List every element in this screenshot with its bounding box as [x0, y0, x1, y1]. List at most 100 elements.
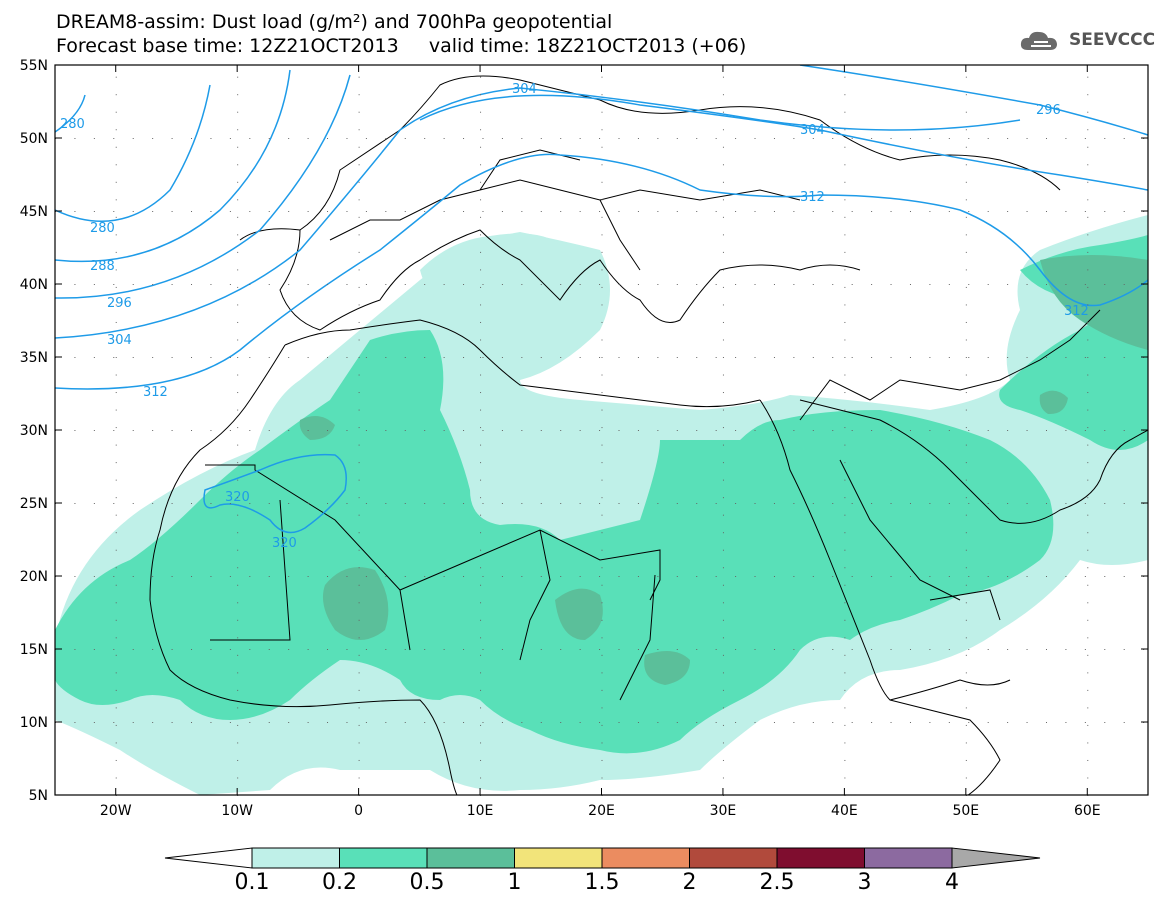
graticule-dot	[268, 284, 270, 285]
graticule-dot	[722, 76, 724, 78]
graticule-dot	[722, 392, 724, 394]
graticule-dot	[793, 284, 795, 285]
graticule-dot	[346, 722, 348, 723]
graticule-dot	[793, 430, 795, 431]
graticule-dot	[404, 357, 406, 358]
graticule-dot	[601, 216, 603, 218]
graticule-dot	[346, 357, 348, 358]
graticule-dot	[754, 357, 756, 358]
graticule-dot	[1087, 76, 1089, 78]
graticule-dot	[171, 649, 173, 650]
contour-304	[55, 87, 1021, 339]
graticule-dot	[844, 584, 846, 586]
graticule-dot	[501, 430, 503, 431]
graticule-dot	[404, 430, 406, 431]
graticule-dot	[521, 576, 523, 577]
graticule-dot	[501, 503, 503, 504]
graticule-dot	[115, 707, 117, 709]
graticule-dot	[735, 357, 737, 358]
graticule-dot	[601, 584, 603, 586]
graticule-dot	[191, 284, 193, 285]
graticule-dot	[115, 234, 117, 236]
graticule-dot	[1087, 374, 1089, 376]
graticule-dot	[579, 576, 581, 577]
graticule-dot	[237, 392, 239, 394]
graticule-dot	[987, 430, 989, 431]
graticule-dot	[115, 357, 117, 358]
graticule-dot	[237, 427, 239, 429]
graticule-dot	[929, 576, 931, 577]
graticule-dot	[540, 503, 542, 504]
graticule-dot	[1045, 138, 1047, 139]
graticule-dot	[307, 503, 309, 504]
graticule-dot	[443, 284, 445, 285]
graticule-dot	[560, 503, 562, 504]
graticule-dot	[115, 409, 117, 411]
graticule-dot	[965, 94, 967, 96]
graticule-dot	[1045, 357, 1047, 358]
graticule-dot	[249, 357, 251, 358]
graticule-dot	[152, 576, 154, 577]
graticule-dot	[1084, 576, 1086, 577]
contour-304-europe	[419, 94, 1148, 191]
graticule-dot	[968, 430, 970, 431]
graticule-dot	[480, 444, 482, 446]
graticule-dot	[93, 503, 95, 504]
graticule-dot	[113, 503, 115, 504]
graticule-dot	[929, 503, 931, 504]
graticule-dot	[871, 576, 873, 577]
graticule-dot	[722, 777, 724, 779]
graticule-dot	[851, 357, 853, 358]
graticule-dot	[722, 567, 724, 569]
graticule-dot	[1104, 503, 1106, 504]
graticule-dot	[579, 649, 581, 650]
graticule-dot	[480, 462, 482, 464]
graticule-dot	[1026, 503, 1028, 504]
graticule-dot	[501, 649, 503, 650]
graticule-dot	[1087, 269, 1089, 271]
graticule-dot	[480, 286, 482, 288]
graticule-dot	[1065, 211, 1067, 212]
graticule-dot	[1065, 649, 1067, 650]
graticule-dot	[890, 430, 892, 431]
graticule-dot	[237, 602, 239, 604]
graticule-dot	[657, 649, 659, 650]
graticule-dot	[657, 211, 659, 212]
graticule-dot	[237, 321, 239, 323]
graticule-dot	[560, 138, 562, 139]
graticule-dot	[1104, 576, 1106, 577]
contour-label: 304	[512, 82, 537, 97]
graticule-dot	[480, 409, 482, 411]
graticule-dot	[540, 722, 542, 723]
graticule-dot	[844, 462, 846, 464]
graticule-dot	[1084, 138, 1086, 139]
graticule-dot	[1087, 427, 1089, 429]
graticule-dot	[579, 211, 581, 212]
graticule-dot	[1065, 284, 1067, 285]
graticule-dot	[443, 357, 445, 358]
graticule-dot	[722, 146, 724, 148]
graticule-dot	[601, 549, 603, 551]
graticule-dot	[965, 216, 967, 218]
graticule-dot	[735, 211, 737, 212]
graticule-dot	[722, 339, 724, 341]
graticule-dot	[637, 503, 639, 504]
graticule-dot	[890, 211, 892, 212]
graticule-dot	[480, 339, 482, 341]
graticule-dot	[832, 649, 834, 650]
graticule-dot	[890, 357, 892, 358]
graticule-dot	[480, 427, 482, 429]
graticule-dot	[237, 304, 239, 306]
graticule-dot	[676, 211, 678, 212]
graticule-dot	[773, 357, 775, 358]
graticule-dot	[501, 211, 503, 212]
graticule-dot	[424, 284, 426, 285]
graticule-dot	[480, 707, 482, 709]
graticule-dot	[288, 357, 290, 358]
graticule-dot	[540, 357, 542, 358]
graticule-dot	[1087, 759, 1089, 761]
graticule-dot	[480, 216, 482, 218]
graticule-dot	[965, 777, 967, 779]
graticule-dot	[191, 649, 193, 650]
